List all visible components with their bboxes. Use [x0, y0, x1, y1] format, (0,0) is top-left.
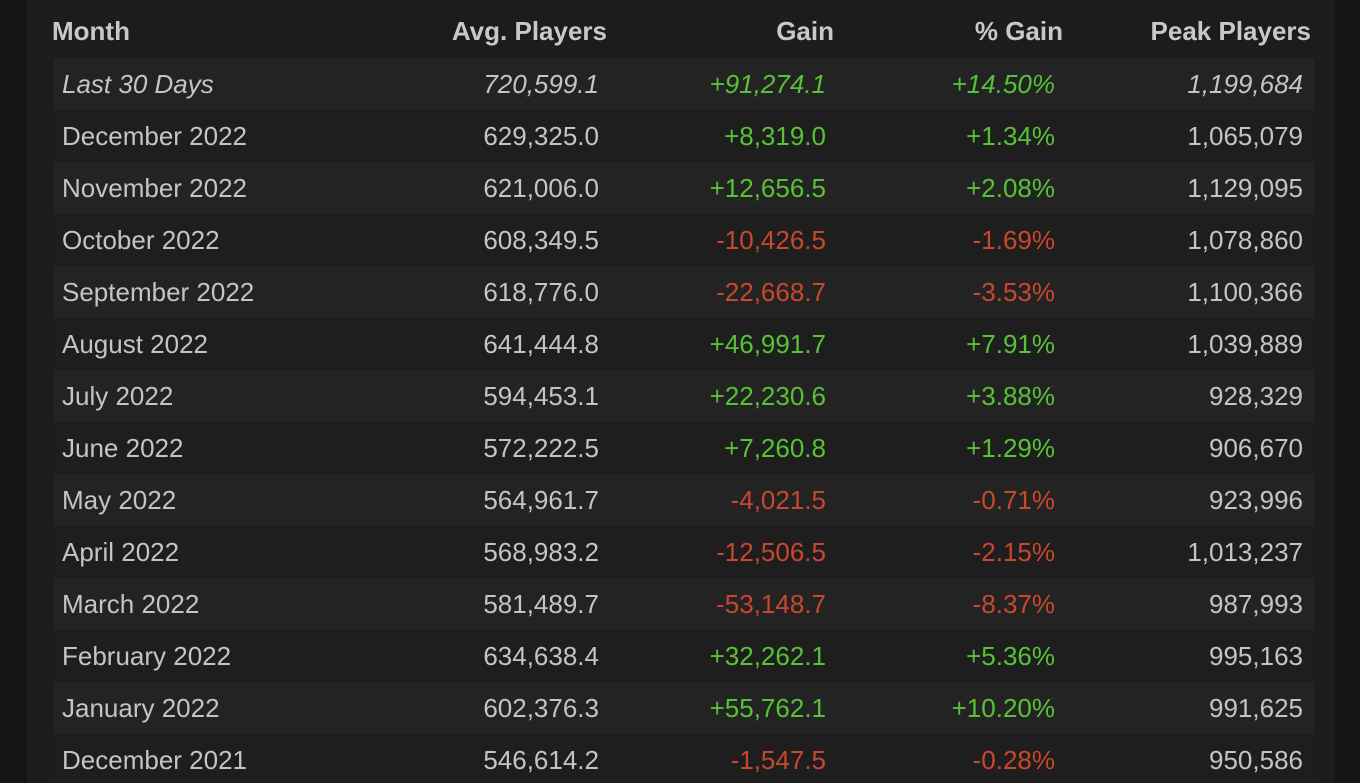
- cell-avg-players: 564,961.7: [483, 485, 599, 515]
- cell-avg-players: 641,444.8: [483, 329, 599, 359]
- cell-pct-gain: -1.69%: [972, 225, 1055, 255]
- cell-avg-players: 618,776.0: [483, 277, 599, 307]
- cell-month: February 2022: [62, 641, 232, 671]
- cell-avg-players: 568,983.2: [483, 537, 599, 567]
- table-row: Last 30 Days 720,599.1 +91,274.1 +14.50% 1,1…: [53, 58, 1315, 110]
- cell-peak-players: 923,996: [1209, 485, 1303, 515]
- cell-month: August 2022: [62, 329, 209, 359]
- cell-peak-players: 995,163: [1209, 641, 1303, 671]
- cell-pct-gain: +2.08%: [966, 173, 1055, 203]
- header-month: Month: [52, 16, 130, 46]
- cell-gain: -10,426.5: [716, 225, 826, 255]
- cell-gain: +22,230.6: [709, 381, 826, 411]
- cell-avg-players: 629,325.0: [483, 121, 599, 151]
- table-row: December 2022 629,325.0 +8,319.0 +1.34% 1,06…: [53, 110, 1315, 162]
- table-row: February 2022 634,638.4 +32,262.1 +5.36% 995…: [53, 630, 1315, 682]
- cell-peak-players: 1,065,079: [1187, 121, 1303, 151]
- cell-month: Last 30 Days: [62, 69, 214, 99]
- table-row: January 2022 602,376.3 +55,762.1 +10.20% 991…: [53, 682, 1315, 734]
- cell-peak-players: 1,039,889: [1187, 329, 1303, 359]
- table-row: March 2022 581,489.7 -53,148.7 -8.37% 987,99…: [53, 578, 1315, 630]
- header-pct-gain: % Gain: [974, 16, 1063, 46]
- cell-pct-gain: +10.20%: [951, 693, 1055, 723]
- cell-peak-players: 1,199,684: [1187, 69, 1303, 99]
- cell-avg-players: 594,453.1: [483, 381, 599, 411]
- cell-month: November 2022: [62, 173, 247, 203]
- cell-avg-players: 634,638.4: [483, 641, 599, 671]
- cell-gain: -12,506.5: [716, 537, 826, 567]
- cell-avg-players: 608,349.5: [483, 225, 599, 255]
- cell-pct-gain: +3.88%: [966, 381, 1055, 411]
- table-row: April 2022 568,983.2 -12,506.5 -2.15% 1,013,…: [53, 526, 1315, 578]
- cell-month: September 2022: [62, 277, 255, 307]
- table-row: December 2021 546,614.2 -1,547.5 -0.28% 950,…: [53, 734, 1315, 783]
- cell-month: May 2022: [62, 485, 177, 515]
- table-row: June 2022 572,222.5 +7,260.8 +1.29% 906,670: [53, 422, 1315, 474]
- table-row: July 2022 594,453.1 +22,230.6 +3.88% 928,329: [53, 370, 1315, 422]
- cell-pct-gain: -8.37%: [972, 589, 1055, 619]
- cell-month: October 2022: [62, 225, 220, 255]
- cell-peak-players: 906,670: [1209, 433, 1303, 463]
- cell-peak-players: 950,586: [1209, 745, 1303, 775]
- cell-gain: +32,262.1: [709, 641, 826, 671]
- cell-pct-gain: -0.71%: [972, 485, 1055, 515]
- table-panel: Month Avg. Players Gain% Gain Peak Players …: [27, 0, 1335, 783]
- cell-gain: +91,274.1: [709, 69, 826, 99]
- cell-pct-gain: +1.34%: [966, 121, 1055, 151]
- header-peak-players: Peak Players: [1150, 16, 1311, 46]
- cell-gain: +12,656.5: [709, 173, 826, 203]
- cell-month: March 2022: [62, 589, 200, 619]
- cell-avg-players: 572,222.5: [483, 433, 599, 463]
- table-row: November 2022 621,006.0 +12,656.5 +2.08% 1,1…: [53, 162, 1315, 214]
- header-gain: Gain: [776, 16, 834, 46]
- cell-gain: -53,148.7: [716, 589, 826, 619]
- cell-pct-gain: +5.36%: [966, 641, 1055, 671]
- cell-peak-players: 1,013,237: [1187, 537, 1303, 567]
- table-row: September 2022 618,776.0 -22,668.7 -3.53% 1,…: [53, 266, 1315, 318]
- cell-gain: +7,260.8: [724, 433, 826, 463]
- cell-pct-gain: +7.91%: [966, 329, 1055, 359]
- cell-avg-players: 720,599.1: [483, 69, 599, 99]
- cell-gain: -4,021.5: [730, 485, 826, 515]
- cell-gain: +8,319.0: [724, 121, 826, 151]
- cell-peak-players: 1,129,095: [1187, 173, 1303, 203]
- cell-avg-players: 581,489.7: [483, 589, 599, 619]
- cell-peak-players: 1,078,860: [1187, 225, 1303, 255]
- cell-peak-players: 987,993: [1209, 589, 1303, 619]
- cell-month: December 2021: [62, 745, 247, 775]
- cell-avg-players: 546,614.2: [483, 745, 599, 775]
- cell-pct-gain: +1.29%: [966, 433, 1055, 463]
- cell-month: December 2022: [62, 121, 247, 151]
- header-avg-players: Avg. Players: [451, 16, 607, 46]
- cell-pct-gain: -0.28%: [972, 745, 1055, 775]
- table-row: August 2022 641,444.8 +46,991.7 +7.91% 1,039…: [53, 318, 1315, 370]
- cell-month: January 2022: [62, 693, 220, 723]
- cell-gain: -1,547.5: [730, 745, 826, 775]
- cell-gain: -22,668.7: [716, 277, 826, 307]
- cell-month: July 2022: [62, 381, 174, 411]
- cell-month: April 2022: [62, 537, 180, 567]
- cell-peak-players: 991,625: [1209, 693, 1303, 723]
- cell-month: June 2022: [62, 433, 184, 463]
- table-row: May 2022 564,961.7 -4,021.5 -0.71% 923,996: [53, 474, 1315, 526]
- cell-pct-gain: +14.50%: [951, 69, 1055, 99]
- cell-pct-gain: -3.53%: [972, 277, 1055, 307]
- cell-avg-players: 602,376.3: [483, 693, 599, 723]
- cell-pct-gain: -2.15%: [972, 537, 1055, 567]
- cell-gain: +46,991.7: [709, 329, 826, 359]
- table-row: October 2022 608,349.5 -10,426.5 -1.69% 1,07…: [53, 214, 1315, 266]
- cell-peak-players: 1,100,366: [1187, 277, 1303, 307]
- table-header: Month Avg. Players Gain % Gain Peak Players: [27, 0, 1335, 58]
- cell-peak-players: 928,329: [1209, 381, 1303, 411]
- cell-avg-players: 621,006.0: [483, 173, 599, 203]
- cell-gain: +55,762.1: [709, 693, 826, 723]
